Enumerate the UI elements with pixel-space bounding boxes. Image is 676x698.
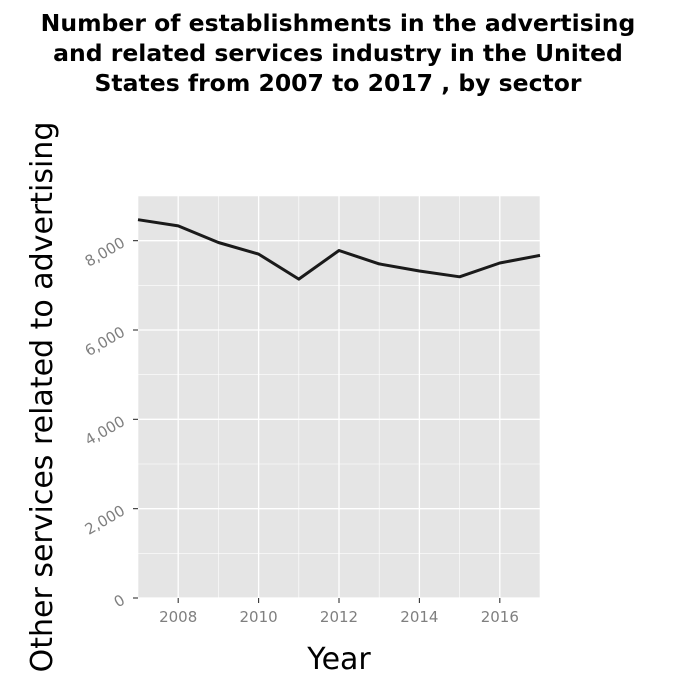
axis-ticks bbox=[133, 240, 501, 603]
minor-gridlines bbox=[137, 195, 541, 598]
chart-title: Number of establishments in the advertis… bbox=[40, 9, 636, 97]
x-tick-label: 2012 bbox=[320, 608, 358, 626]
y-tick-label: 2,000 bbox=[82, 502, 128, 539]
y-axis-title: Other services related to advertising bbox=[25, 122, 60, 673]
y-tick-label: 4,000 bbox=[82, 412, 128, 449]
x-axis-title: Year bbox=[306, 642, 371, 677]
y-tick-label: 0 bbox=[111, 591, 128, 611]
x-tick-label: 2014 bbox=[400, 608, 438, 626]
y-tick-label: 6,000 bbox=[82, 323, 128, 360]
y-axis-tick-labels: 0 2,000 4,000 6,000 8,000 bbox=[82, 234, 128, 612]
series-line bbox=[137, 218, 541, 281]
x-tick-label: 2008 bbox=[159, 608, 197, 626]
x-axis-tick-labels: 2008 2010 2012 2014 2016 bbox=[159, 608, 519, 626]
major-gridlines bbox=[138, 196, 540, 599]
x-tick-label: 2016 bbox=[481, 608, 519, 626]
y-tick-label: 8,000 bbox=[82, 234, 128, 271]
x-tick-label: 2010 bbox=[240, 608, 278, 626]
